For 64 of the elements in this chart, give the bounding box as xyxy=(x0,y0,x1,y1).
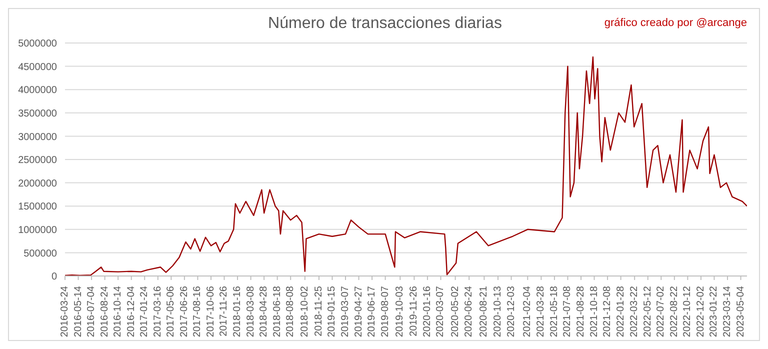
x-tick-label: 2016-10-14 xyxy=(112,286,124,338)
y-tick-label: 0 xyxy=(51,272,58,283)
y-tick-label: 2000000 xyxy=(18,178,58,190)
x-tick-label: 2021-08-28 xyxy=(575,286,586,338)
x-tick-label: 2016-03-24 xyxy=(60,286,70,338)
y-tick-label: 4000000 xyxy=(18,85,58,96)
x-tick-label: 2018-08-08 xyxy=(285,286,296,338)
x-tick-label: 2018-06-18 xyxy=(272,286,283,338)
x-tick-label: 2021-05-18 xyxy=(548,286,560,338)
x-tick-label: 2017-08-16 xyxy=(192,286,204,338)
x-tick-label: 2021-10-18 xyxy=(588,286,600,338)
x-tick-label: 2023-03-14 xyxy=(722,286,733,338)
x-tick-label: 2017-03-16 xyxy=(152,286,164,338)
y-tick-label: 3500000 xyxy=(18,108,58,120)
x-tick-label: 2019-08-07 xyxy=(380,286,391,338)
x-tick-label: 2016-08-24 xyxy=(99,286,110,338)
x-tick-label: 2019-10-03 xyxy=(394,286,406,338)
x-tick-label: 2019-11-26 xyxy=(408,286,420,336)
y-tick-label: 1500000 xyxy=(18,202,58,213)
x-tick-label: 2020-06-24 xyxy=(464,286,475,338)
x-tick-label: 2017-10-06 xyxy=(205,286,216,338)
x-tick-label: 2021-07-08 xyxy=(562,286,574,338)
x-tick-label: 2021-12-08 xyxy=(602,286,614,338)
x-tick-label: 2020-08-21 xyxy=(478,286,490,338)
x-tick-label: 2018-03-08 xyxy=(245,286,256,338)
y-tick-label: 5000000 xyxy=(18,38,58,50)
text: gráfico creado por @arcange xyxy=(604,17,747,29)
x-tick-label: 2022-08-22 xyxy=(668,286,680,338)
y-tick-label: 1000000 xyxy=(18,224,58,236)
x-tick-label: 2020-05-02 xyxy=(450,286,461,338)
x-tick-label: 2016-05-14 xyxy=(72,286,84,338)
x-tick-label: 2021-03-28 xyxy=(536,286,547,338)
x-tick-label: 2016-07-04 xyxy=(86,286,98,338)
x-tick-label: 2020-10-13 xyxy=(492,286,504,338)
y-tick-label: 4500000 xyxy=(18,62,58,73)
x-tick-label: 2020-12-03 xyxy=(506,286,517,338)
x-tick-label: 2022-05-12 xyxy=(642,286,654,338)
x-tick-label: 2020-01-16 xyxy=(422,286,433,338)
x-tick-label: 2023-01-22 xyxy=(708,286,720,338)
x-tick-label: 2019-06-17 xyxy=(366,286,378,338)
x-tick-label: 2018-04-28 xyxy=(258,286,270,338)
x-tick-label: 2017-01-24 xyxy=(139,286,150,338)
y-tick-label: 3000000 xyxy=(18,132,58,143)
chart-title: Número de transacciones diarias xyxy=(268,15,502,32)
x-tick-label: 2021-02-04 xyxy=(522,286,534,338)
x-tick-label: 2022-01-28 xyxy=(615,286,626,338)
x-tick-label: 2020-03-07 xyxy=(435,286,446,338)
x-tick-label: 2022-10-12 xyxy=(682,286,694,338)
x-tick-label: 2022-07-02 xyxy=(656,286,667,338)
x-tick-label: 2017-05-06 xyxy=(166,286,177,338)
x-tick-label: 2016-12-04 xyxy=(126,286,137,338)
x-tick-label: 2018-11-25 xyxy=(313,286,324,336)
y-tick-label: 500000 xyxy=(24,248,58,260)
x-tick-label: 2022-12-02 xyxy=(695,286,706,338)
x-tick-label: 2019-01-15 xyxy=(326,286,338,338)
x-tick-label: 2019-04-27 xyxy=(353,286,364,338)
x-tick-label: 2017-06-26 xyxy=(178,286,190,338)
x-tick-label: 2018-10-02 xyxy=(299,286,310,338)
x-tick-label: 2023-05-04 xyxy=(735,286,746,338)
x-tick-label: 2019-03-07 xyxy=(340,286,351,338)
x-tick-label: 2018-01-16 xyxy=(232,286,244,338)
y-tick-label: 2500000 xyxy=(18,155,58,166)
x-tick-label: 2022-03-22 xyxy=(629,286,640,338)
x-tick-label: 2017-11-26 xyxy=(218,286,230,336)
